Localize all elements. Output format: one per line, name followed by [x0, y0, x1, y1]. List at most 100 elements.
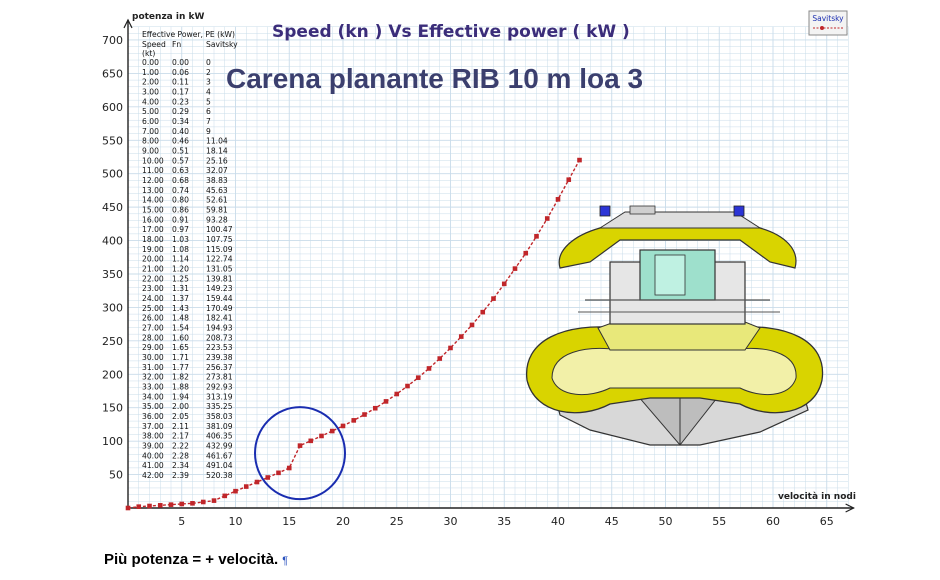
highlight-circle	[254, 406, 346, 501]
y-tick-label: 300	[102, 301, 123, 314]
tick-labels: 5 10 15 20 25 30 35 40 45 50 55 60 65501001502002503…	[102, 34, 834, 528]
table-cell: 35.00	[142, 402, 164, 411]
x-tick-label: 25	[390, 515, 404, 528]
table-cell: 520.38	[206, 471, 233, 480]
table-cell: 292.93	[206, 383, 233, 392]
table-header-top: Effective Power, PE (kW)	[142, 30, 235, 39]
x-tick-label: 45	[605, 515, 619, 528]
data-point	[211, 498, 217, 503]
boat-illustration	[526, 205, 824, 446]
table-column-header: Savitsky	[206, 40, 238, 49]
table-cell: 0.06	[172, 68, 189, 77]
table-cell: 41.00	[142, 461, 164, 470]
table-cell: 2.34	[172, 461, 189, 470]
data-point	[544, 216, 550, 221]
table-cell: 256.37	[206, 363, 233, 372]
x-tick-label: 30	[444, 515, 458, 528]
x-tick-label: 60	[766, 515, 780, 528]
y-tick-label: 600	[102, 101, 123, 114]
table-cell: 1.65	[172, 343, 189, 352]
y-tick-label: 450	[102, 201, 123, 214]
table-cell: 115.09	[206, 245, 233, 254]
y-tick-label: 150	[102, 402, 123, 415]
table-cell: 0.11	[172, 78, 189, 87]
data-point	[501, 281, 507, 287]
table-cell: 491.04	[206, 461, 233, 470]
data-point	[405, 383, 410, 389]
y-tick-label: 650	[102, 67, 123, 80]
data-point	[577, 157, 582, 163]
table-cell: 9.00	[142, 147, 159, 156]
data-point	[480, 309, 486, 315]
table-cell: 2.00	[142, 78, 159, 87]
table-cell: 1.03	[172, 235, 189, 244]
table-cell: 0.00	[142, 58, 159, 67]
table-cell: 2.17	[172, 432, 189, 441]
table-cell: 23.00	[142, 284, 164, 293]
table-cell: 139.81	[206, 274, 233, 283]
table-cell: 358.03	[206, 412, 233, 421]
table-cell: 12.00	[142, 176, 164, 185]
table-cell: 17.00	[142, 225, 164, 234]
table-cell: 4.00	[142, 97, 159, 106]
table-cell: 2.05	[172, 412, 189, 421]
table-cell: 24.00	[142, 294, 164, 303]
table-cell: 14.00	[142, 196, 164, 205]
table-cell: 0.57	[172, 156, 189, 165]
table-cell: 40.00	[142, 451, 164, 460]
table-cell: 0.29	[172, 107, 189, 116]
data-point	[555, 197, 561, 202]
x-tick-label: 10	[229, 515, 243, 528]
table-cell: 313.19	[206, 392, 233, 401]
axes	[123, 18, 855, 513]
x-tick-label: 15	[282, 515, 296, 528]
y-axis-label: potenza in kW	[132, 12, 204, 22]
caption-text: Più potenza = + velocità.	[104, 551, 279, 568]
x-tick-label: 40	[551, 515, 565, 528]
table-cell: 159.44	[206, 294, 233, 303]
table-cell: 25.16	[206, 156, 228, 165]
table-cell: 22.00	[142, 274, 164, 283]
table-cell: 406.35	[206, 432, 233, 441]
table-cell: 461.67	[206, 451, 233, 460]
data-point	[437, 356, 443, 361]
table-cell: 52.61	[206, 196, 228, 205]
table-cell: 1.82	[172, 373, 189, 382]
table-cell: 37.00	[142, 422, 164, 431]
chart-title: Speed (kn ) Vs Effective power ( kW )	[272, 22, 630, 42]
table-cell: 33.00	[142, 383, 164, 392]
savitsky-badge: Savitsky	[808, 10, 848, 36]
table-cell: 39.00	[142, 442, 164, 451]
table-cell: 10.00	[142, 156, 164, 165]
table-cell: 1.77	[172, 363, 189, 372]
paragraph-mark-icon: ¶	[282, 555, 289, 567]
table-cell: 11.04	[206, 137, 228, 146]
table-cell: 381.09	[206, 422, 233, 431]
x-tick-label: 5	[178, 515, 185, 528]
table-cell: 34.00	[142, 392, 164, 401]
data-point	[233, 488, 238, 494]
table-cell: 170.49	[206, 304, 233, 313]
data-point	[308, 438, 314, 444]
table-cell: 223.53	[206, 343, 233, 352]
table-cell: 3	[206, 78, 211, 87]
table-cell: 239.38	[206, 353, 233, 362]
table-cell: 0.00	[172, 58, 189, 67]
table-cell: 29.00	[142, 343, 164, 352]
table-cell: 25.00	[142, 304, 164, 313]
table-cell: 1.20	[172, 265, 189, 274]
table-cell: 4	[206, 88, 211, 97]
y-tick-label: 500	[102, 168, 123, 181]
table-cell: 26.00	[142, 314, 164, 323]
y-tick-label: 100	[102, 435, 123, 448]
table-cell: 182.41	[206, 314, 233, 323]
table-cell: 19.00	[142, 245, 164, 254]
x-tick-label: 50	[659, 515, 673, 528]
table-cell: 194.93	[206, 324, 233, 333]
table-cell: 42.00	[142, 471, 164, 480]
data-point	[147, 503, 152, 509]
table-cell: 432.99	[206, 442, 233, 451]
x-tick-label: 35	[497, 515, 511, 528]
data-point	[157, 503, 163, 508]
